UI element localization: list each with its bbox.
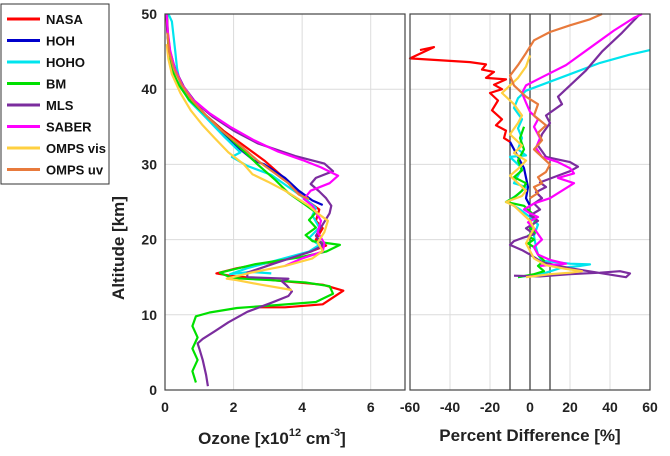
legend-box bbox=[1, 4, 109, 184]
legend-entry-hoho: HOHO bbox=[46, 55, 85, 70]
legend-entry-hoh: HOH bbox=[46, 34, 75, 49]
x-axis-label-ozone: Ozone [x1012 cm-3] bbox=[198, 427, 346, 448]
legend: NASA HOH HOHO BM MLS SABER OMPS vis OMPS uv bbox=[1, 4, 109, 184]
x-tick-label-1-4: 20 bbox=[562, 399, 578, 415]
x-axis-label-percent: Percent Difference [%] bbox=[439, 426, 620, 445]
legend-entry-omps-uv: OMPS uv bbox=[46, 163, 104, 178]
x-tick-label-1-1: -40 bbox=[440, 399, 460, 415]
x-tick-label-0-2: 4 bbox=[298, 399, 306, 415]
x-tick-label-1-2: -20 bbox=[480, 399, 500, 415]
y-tick-label-4: 40 bbox=[141, 81, 157, 97]
series-line-0-hoho bbox=[168, 14, 319, 274]
legend-entry-bm: BM bbox=[46, 77, 66, 92]
x-axis-label-ozone-main: Ozone [x10 bbox=[198, 429, 289, 448]
y-tick-label-5: 50 bbox=[141, 6, 157, 22]
y-axis-label: Altitude [km] bbox=[109, 196, 128, 300]
legend-entry-nasa: NASA bbox=[46, 12, 83, 27]
x-tick-label-1-5: 40 bbox=[602, 399, 618, 415]
series-line-0-bm bbox=[167, 14, 340, 383]
series-line-1-saber bbox=[522, 14, 642, 266]
ozone-profile-panel: 0 2 4 6 0 10 20 30 40 50 bbox=[141, 6, 405, 415]
x-tick-label-1-0: -60 bbox=[400, 399, 420, 415]
x-tick-label-0-0: 0 bbox=[161, 399, 169, 415]
series-line-0-saber bbox=[167, 14, 338, 266]
x-tick-label-0-3: 6 bbox=[367, 399, 375, 415]
series-line-1-nasa bbox=[410, 47, 510, 142]
legend-entry-mls: MLS bbox=[46, 98, 74, 113]
y-tick-label-0: 0 bbox=[149, 382, 157, 398]
x-axis-label-ozone-close: ] bbox=[340, 429, 346, 448]
series-line-0-omps-uv bbox=[167, 33, 309, 199]
legend-entry-omps-vis: OMPS vis bbox=[46, 141, 106, 156]
x-tick-label-1-3: 0 bbox=[526, 399, 534, 415]
y-tick-label-3: 30 bbox=[141, 156, 157, 172]
x-axis-label-ozone-unit-exponent: -3 bbox=[330, 427, 340, 439]
x-axis-label-ozone-exponent: 12 bbox=[289, 427, 301, 439]
axes-frame-0 bbox=[165, 14, 405, 390]
y-tick-label-2: 20 bbox=[141, 232, 157, 248]
x-tick-label-0-1: 2 bbox=[230, 399, 238, 415]
x-tick-label-1-6: 60 bbox=[642, 399, 658, 415]
y-tick-label-1: 10 bbox=[141, 307, 157, 323]
x-axis-label-ozone-unit: cm bbox=[301, 429, 330, 448]
legend-entry-saber: SABER bbox=[46, 120, 92, 135]
percent-difference-panel: -60 -40 -20 0 20 40 60 bbox=[400, 14, 658, 415]
